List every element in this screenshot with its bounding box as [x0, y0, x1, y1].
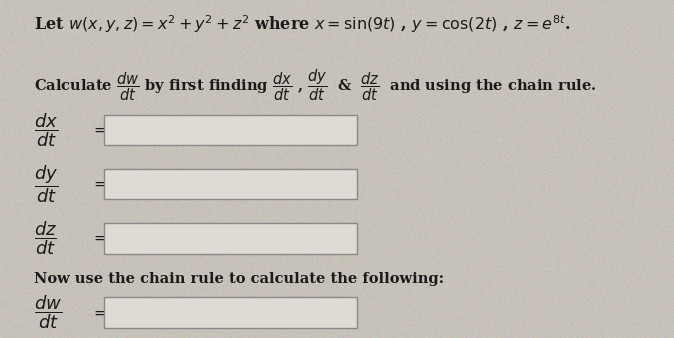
Text: Now use the chain rule to calculate the following:: Now use the chain rule to calculate the … — [34, 272, 443, 286]
Text: $=$: $=$ — [91, 306, 107, 320]
FancyBboxPatch shape — [104, 115, 357, 145]
Text: $\dfrac{dz}{dt}$: $\dfrac{dz}{dt}$ — [34, 219, 57, 257]
Text: $=$: $=$ — [91, 231, 107, 245]
FancyBboxPatch shape — [104, 297, 357, 328]
Text: Let $w(x, y, z) = x^2 + y^2 + z^2$ where $x = \sin(9t)$ , $y = \cos(2t)$ , $z = : Let $w(x, y, z) = x^2 + y^2 + z^2$ where… — [34, 14, 570, 35]
FancyBboxPatch shape — [104, 223, 357, 254]
Text: $\dfrac{dw}{dt}$: $\dfrac{dw}{dt}$ — [34, 294, 62, 332]
Text: $\dfrac{dx}{dt}$: $\dfrac{dx}{dt}$ — [34, 111, 58, 149]
Text: Calculate $\dfrac{dw}{dt}$ by first finding $\dfrac{dx}{dt}$ , $\dfrac{dy}{dt}$ : Calculate $\dfrac{dw}{dt}$ by first find… — [34, 68, 596, 103]
Text: $=$: $=$ — [91, 177, 107, 191]
FancyBboxPatch shape — [104, 169, 357, 199]
Text: $=$: $=$ — [91, 123, 107, 137]
Text: $\dfrac{dy}{dt}$: $\dfrac{dy}{dt}$ — [34, 163, 58, 205]
